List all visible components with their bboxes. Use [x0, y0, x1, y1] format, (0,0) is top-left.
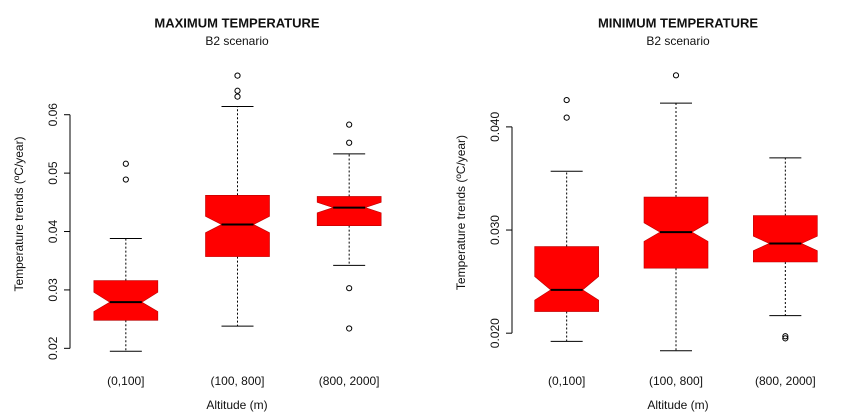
outlier [782, 335, 789, 342]
y-tick-label: 0.02 [46, 336, 60, 360]
x-tick-label: (0,100] [107, 374, 144, 388]
chart-subtitle: B2 scenario [205, 34, 269, 48]
outlier [672, 72, 680, 79]
box [93, 280, 159, 321]
box [316, 196, 382, 226]
outlier [782, 333, 789, 340]
x-tick-label: (800, 2000] [319, 374, 380, 388]
outlier [346, 121, 353, 128]
outlier [122, 176, 129, 183]
x-tick-label: (100, 800] [210, 374, 264, 388]
x-axis-label: Altitude (m) [206, 398, 267, 412]
box [753, 215, 818, 263]
x-tick-label: (800, 2000] [755, 374, 816, 388]
outlier [234, 93, 241, 100]
y-tick-label: 0.03 [46, 278, 60, 302]
x-tick-label: (100, 800] [649, 374, 703, 388]
y-tick-label: 0.06 [46, 103, 60, 127]
outlier [346, 139, 353, 146]
outlier [122, 160, 129, 167]
y-tick-label: 0.020 [488, 318, 502, 348]
chart-title: MINIMUM TEMPERATURE [598, 15, 758, 30]
outlier [234, 87, 241, 94]
outlier [346, 325, 353, 332]
outlier [234, 72, 241, 79]
chart-subtitle: B2 scenario [646, 34, 710, 48]
y-axis-label: Temperature trends (ºC/year) [12, 136, 26, 291]
y-tick-label: 0.04 [46, 220, 60, 244]
y-tick-label: 0.040 [488, 112, 502, 142]
outlier [563, 96, 570, 104]
y-axis-label: Temperature trends (ºC/year) [454, 135, 468, 290]
outlier [563, 114, 570, 121]
box [205, 195, 270, 257]
x-axis-label: Altitude (m) [647, 398, 708, 412]
x-tick-label: (0,100] [548, 374, 585, 388]
chart-title: MAXIMUM TEMPERATURE [154, 15, 319, 30]
box [534, 246, 599, 312]
y-tick-label: 0.030 [488, 215, 502, 245]
outlier [346, 285, 353, 292]
y-tick-label: 0.05 [46, 161, 60, 185]
